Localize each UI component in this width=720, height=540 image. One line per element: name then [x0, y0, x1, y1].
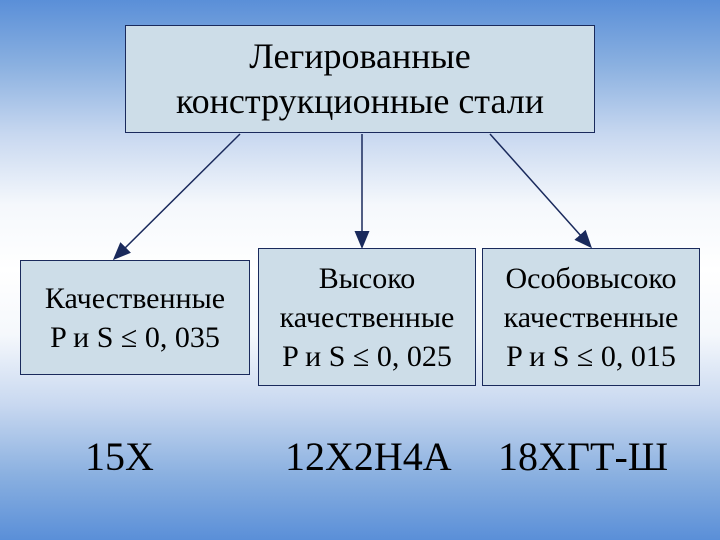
arrow-line	[115, 134, 240, 258]
category-box-1: Качественные P и S ≤ 0, 035	[20, 260, 250, 375]
category-box-2: Высоко качественные P и S ≤ 0, 025	[258, 248, 476, 386]
title-text: Легированные конструкционные стали	[126, 34, 594, 124]
arrow-line	[490, 134, 590, 246]
example-label-1: 15Х	[85, 433, 154, 480]
category-text: Высоко качественные P и S ≤ 0, 025	[280, 259, 455, 376]
example-label-3: 18ХГТ-Ш	[498, 433, 668, 480]
category-box-3: Особовысоко качественные P и S ≤ 0, 015	[482, 248, 700, 386]
example-label-2: 12Х2Н4А	[285, 433, 452, 480]
category-text: Качественные P и S ≤ 0, 035	[45, 279, 225, 357]
category-text: Особовысоко качественные P и S ≤ 0, 015	[504, 259, 679, 376]
title-box: Легированные конструкционные стали	[125, 25, 595, 133]
